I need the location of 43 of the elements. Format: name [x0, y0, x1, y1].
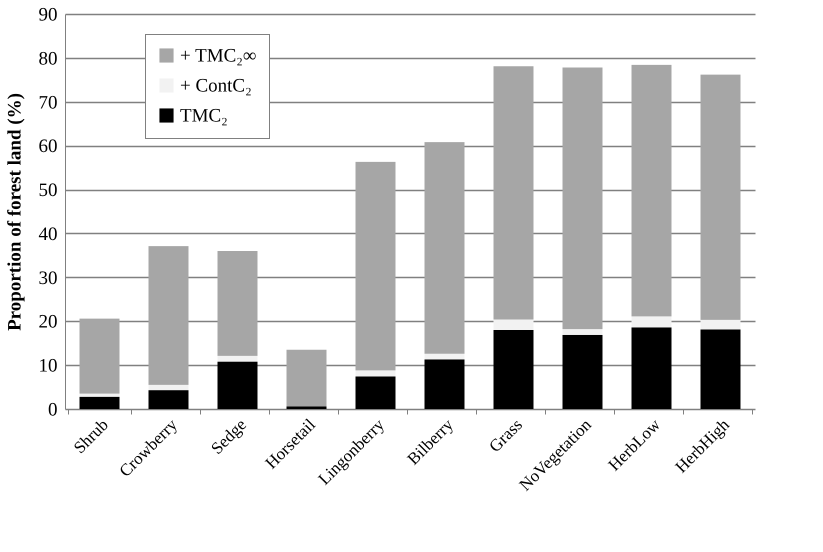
- y-tick-label: 70: [38, 92, 58, 114]
- y-axis-title: Proportion of forest land (%): [4, 93, 26, 331]
- y-tick-label: 10: [38, 356, 58, 377]
- y-tick-label: 30: [38, 268, 58, 289]
- bar: [286, 406, 326, 409]
- bar: [632, 316, 672, 328]
- bar: [562, 329, 602, 335]
- bar: [148, 384, 188, 390]
- bar: [494, 319, 534, 330]
- bar: [562, 334, 602, 409]
- y-tick-label: 60: [38, 136, 58, 158]
- legend-label: + ContC₂: [180, 76, 252, 96]
- bar: [424, 359, 464, 409]
- bar: [424, 354, 464, 360]
- y-tick-label: 0: [48, 400, 58, 420]
- bar: [700, 320, 740, 330]
- bar: [562, 68, 602, 330]
- bar: [494, 330, 534, 409]
- y-tick-label: 40: [38, 224, 58, 245]
- bar: [700, 330, 740, 409]
- bar: [80, 396, 120, 409]
- bar: [218, 362, 258, 409]
- bar: [80, 318, 120, 394]
- bar: [148, 246, 188, 385]
- y-tick-label: 90: [38, 4, 58, 26]
- bar: [80, 394, 120, 397]
- bar: [494, 66, 534, 320]
- legend-label: + TMC₂∞: [180, 46, 256, 66]
- bar: [700, 74, 740, 320]
- bar: [356, 162, 396, 370]
- bar: [218, 356, 258, 362]
- bar: [356, 376, 396, 409]
- bar: [218, 251, 258, 356]
- bar: [148, 390, 188, 409]
- bar: [632, 64, 672, 316]
- y-tick-label: 20: [38, 312, 58, 333]
- bar: [632, 327, 672, 409]
- y-tick-label: 50: [38, 180, 58, 202]
- bar: [286, 350, 326, 406]
- y-tick-label: 80: [38, 48, 58, 70]
- bar: [424, 142, 464, 354]
- bar: [356, 370, 396, 377]
- legend-label: TMC₂: [180, 106, 228, 126]
